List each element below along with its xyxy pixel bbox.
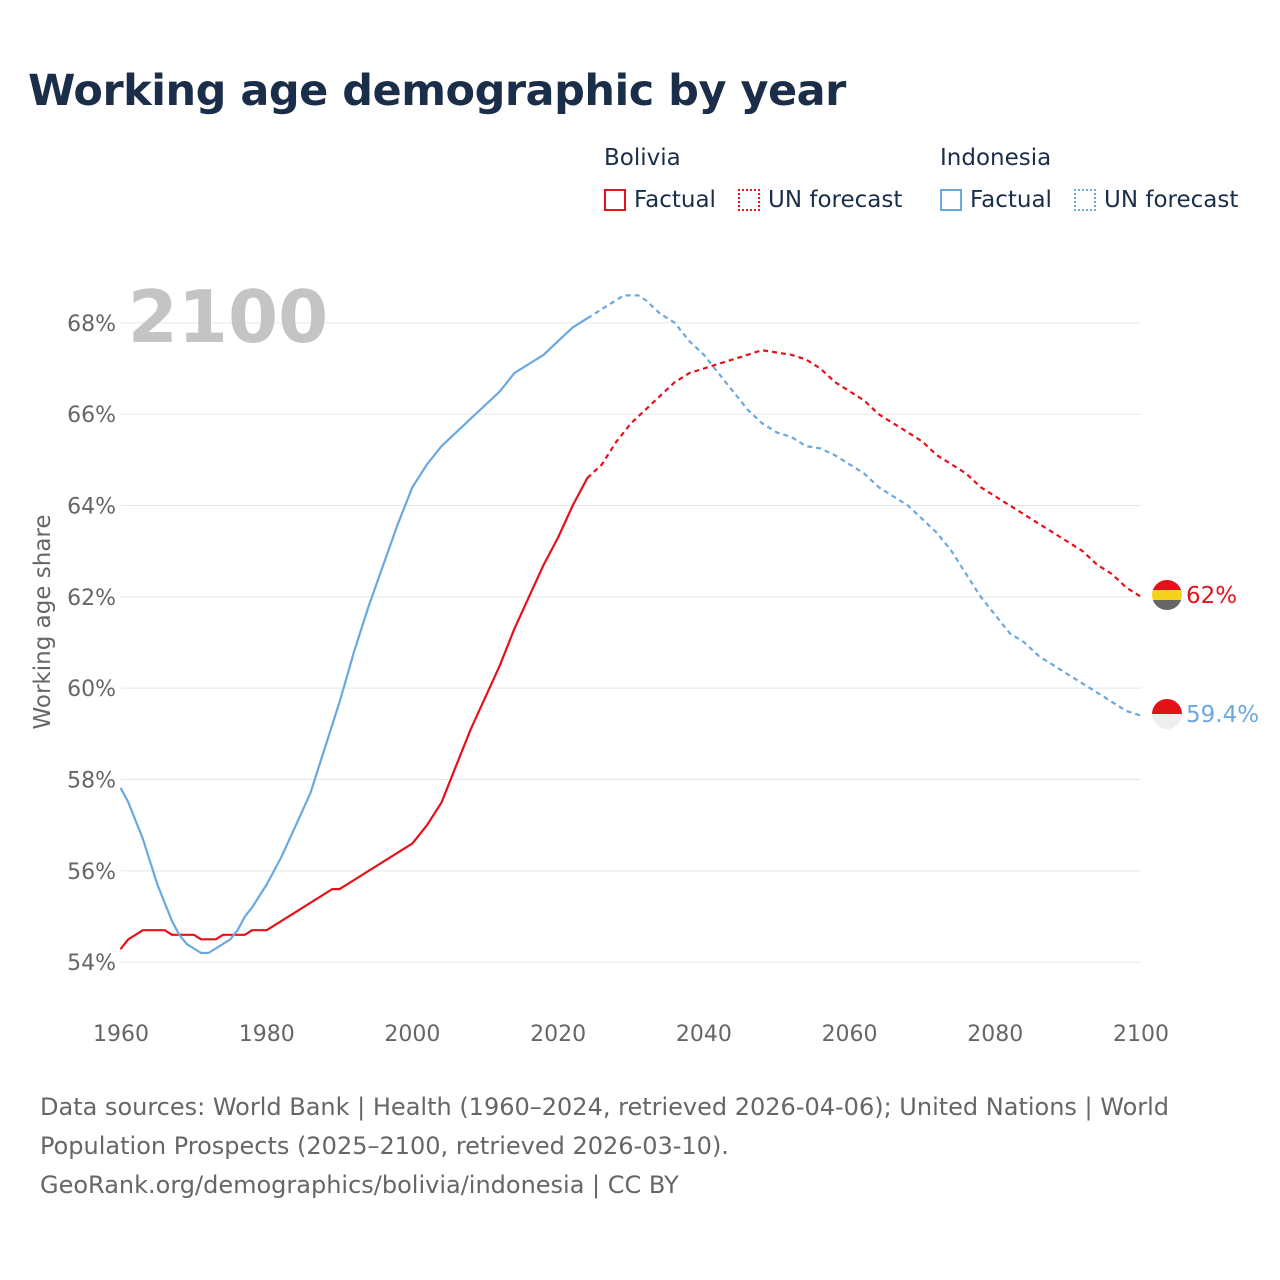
x-tick-label: 1960 [93,1022,149,1047]
line-bolivia-factual[interactable] [119,477,589,950]
line-bolivia-forecast[interactable] [586,349,1142,598]
line-indonesia-forecast[interactable] [586,294,1142,717]
x-tick-label: 2040 [676,1022,732,1047]
x-tick-label: 2100 [1113,1022,1169,1047]
indonesia-flag-icon [1152,699,1182,729]
legend-label: UN forecast [1104,187,1239,213]
legend-swatch-solid [940,189,962,211]
footer-sources: Data sources: World Bank | Health (1960–… [40,1093,1170,1160]
footer-credit[interactable]: GeoRank.org/demographics/bolivia/indones… [40,1171,679,1199]
y-tick-label: 64% [67,495,116,520]
gridlines [121,322,1141,963]
x-tick-label: 1980 [239,1022,295,1047]
chart-title: Working age demographic by year [28,66,846,116]
y-tick-label: 60% [67,677,116,702]
legend-item-bolivia-factual[interactable]: Factual [604,187,716,213]
x-tick-label: 2080 [967,1022,1023,1047]
footer: Data sources: World Bank | Health (1960–… [40,1088,1200,1205]
y-tick-label: 54% [67,951,116,976]
y-tick-label: 68% [67,312,116,337]
legend-group-bolivia: Bolivia [604,145,681,171]
bolivia-flag-icon [1152,580,1182,610]
x-axis: 1960 1980 2000 2020 2040 2060 2080 2100 [93,1022,1169,1047]
legend-swatch-dotted [1074,189,1096,211]
line-indonesia-factual[interactable] [119,317,589,955]
line-chart: 2100 54% 56% 58% 60% 62% 64% 66% 68% 1960 1980 20… [30,275,1259,1047]
legend-swatch-solid [604,189,626,211]
end-label-bolivia: 62% [1186,583,1237,609]
end-label-indonesia: 59.4% [1186,702,1259,728]
series-lines [119,294,1142,955]
y-tick-label: 56% [67,860,116,885]
y-axis-label: Working age share [30,514,56,729]
y-tick-label: 66% [67,403,116,428]
x-tick-label: 2020 [530,1022,586,1047]
y-tick-label: 58% [67,769,116,794]
legend-label: Factual [634,187,716,213]
legend-item-indonesia-factual[interactable]: Factual [940,187,1052,213]
legend-item-indonesia-forecast[interactable]: UN forecast [1074,187,1238,213]
legend-item-bolivia-forecast[interactable]: UN forecast [738,187,902,213]
legend-group-indonesia: Indonesia [940,145,1052,171]
y-tick-label: 62% [67,586,116,611]
legend-label: Factual [970,187,1052,213]
y-axis: 54% 56% 58% 60% 62% 64% 66% 68% [67,312,116,976]
year-watermark: 2100 [128,275,328,359]
legend-label: UN forecast [768,187,903,213]
x-tick-label: 2060 [822,1022,878,1047]
x-tick-label: 2000 [384,1022,440,1047]
legend-swatch-dotted [738,189,760,211]
